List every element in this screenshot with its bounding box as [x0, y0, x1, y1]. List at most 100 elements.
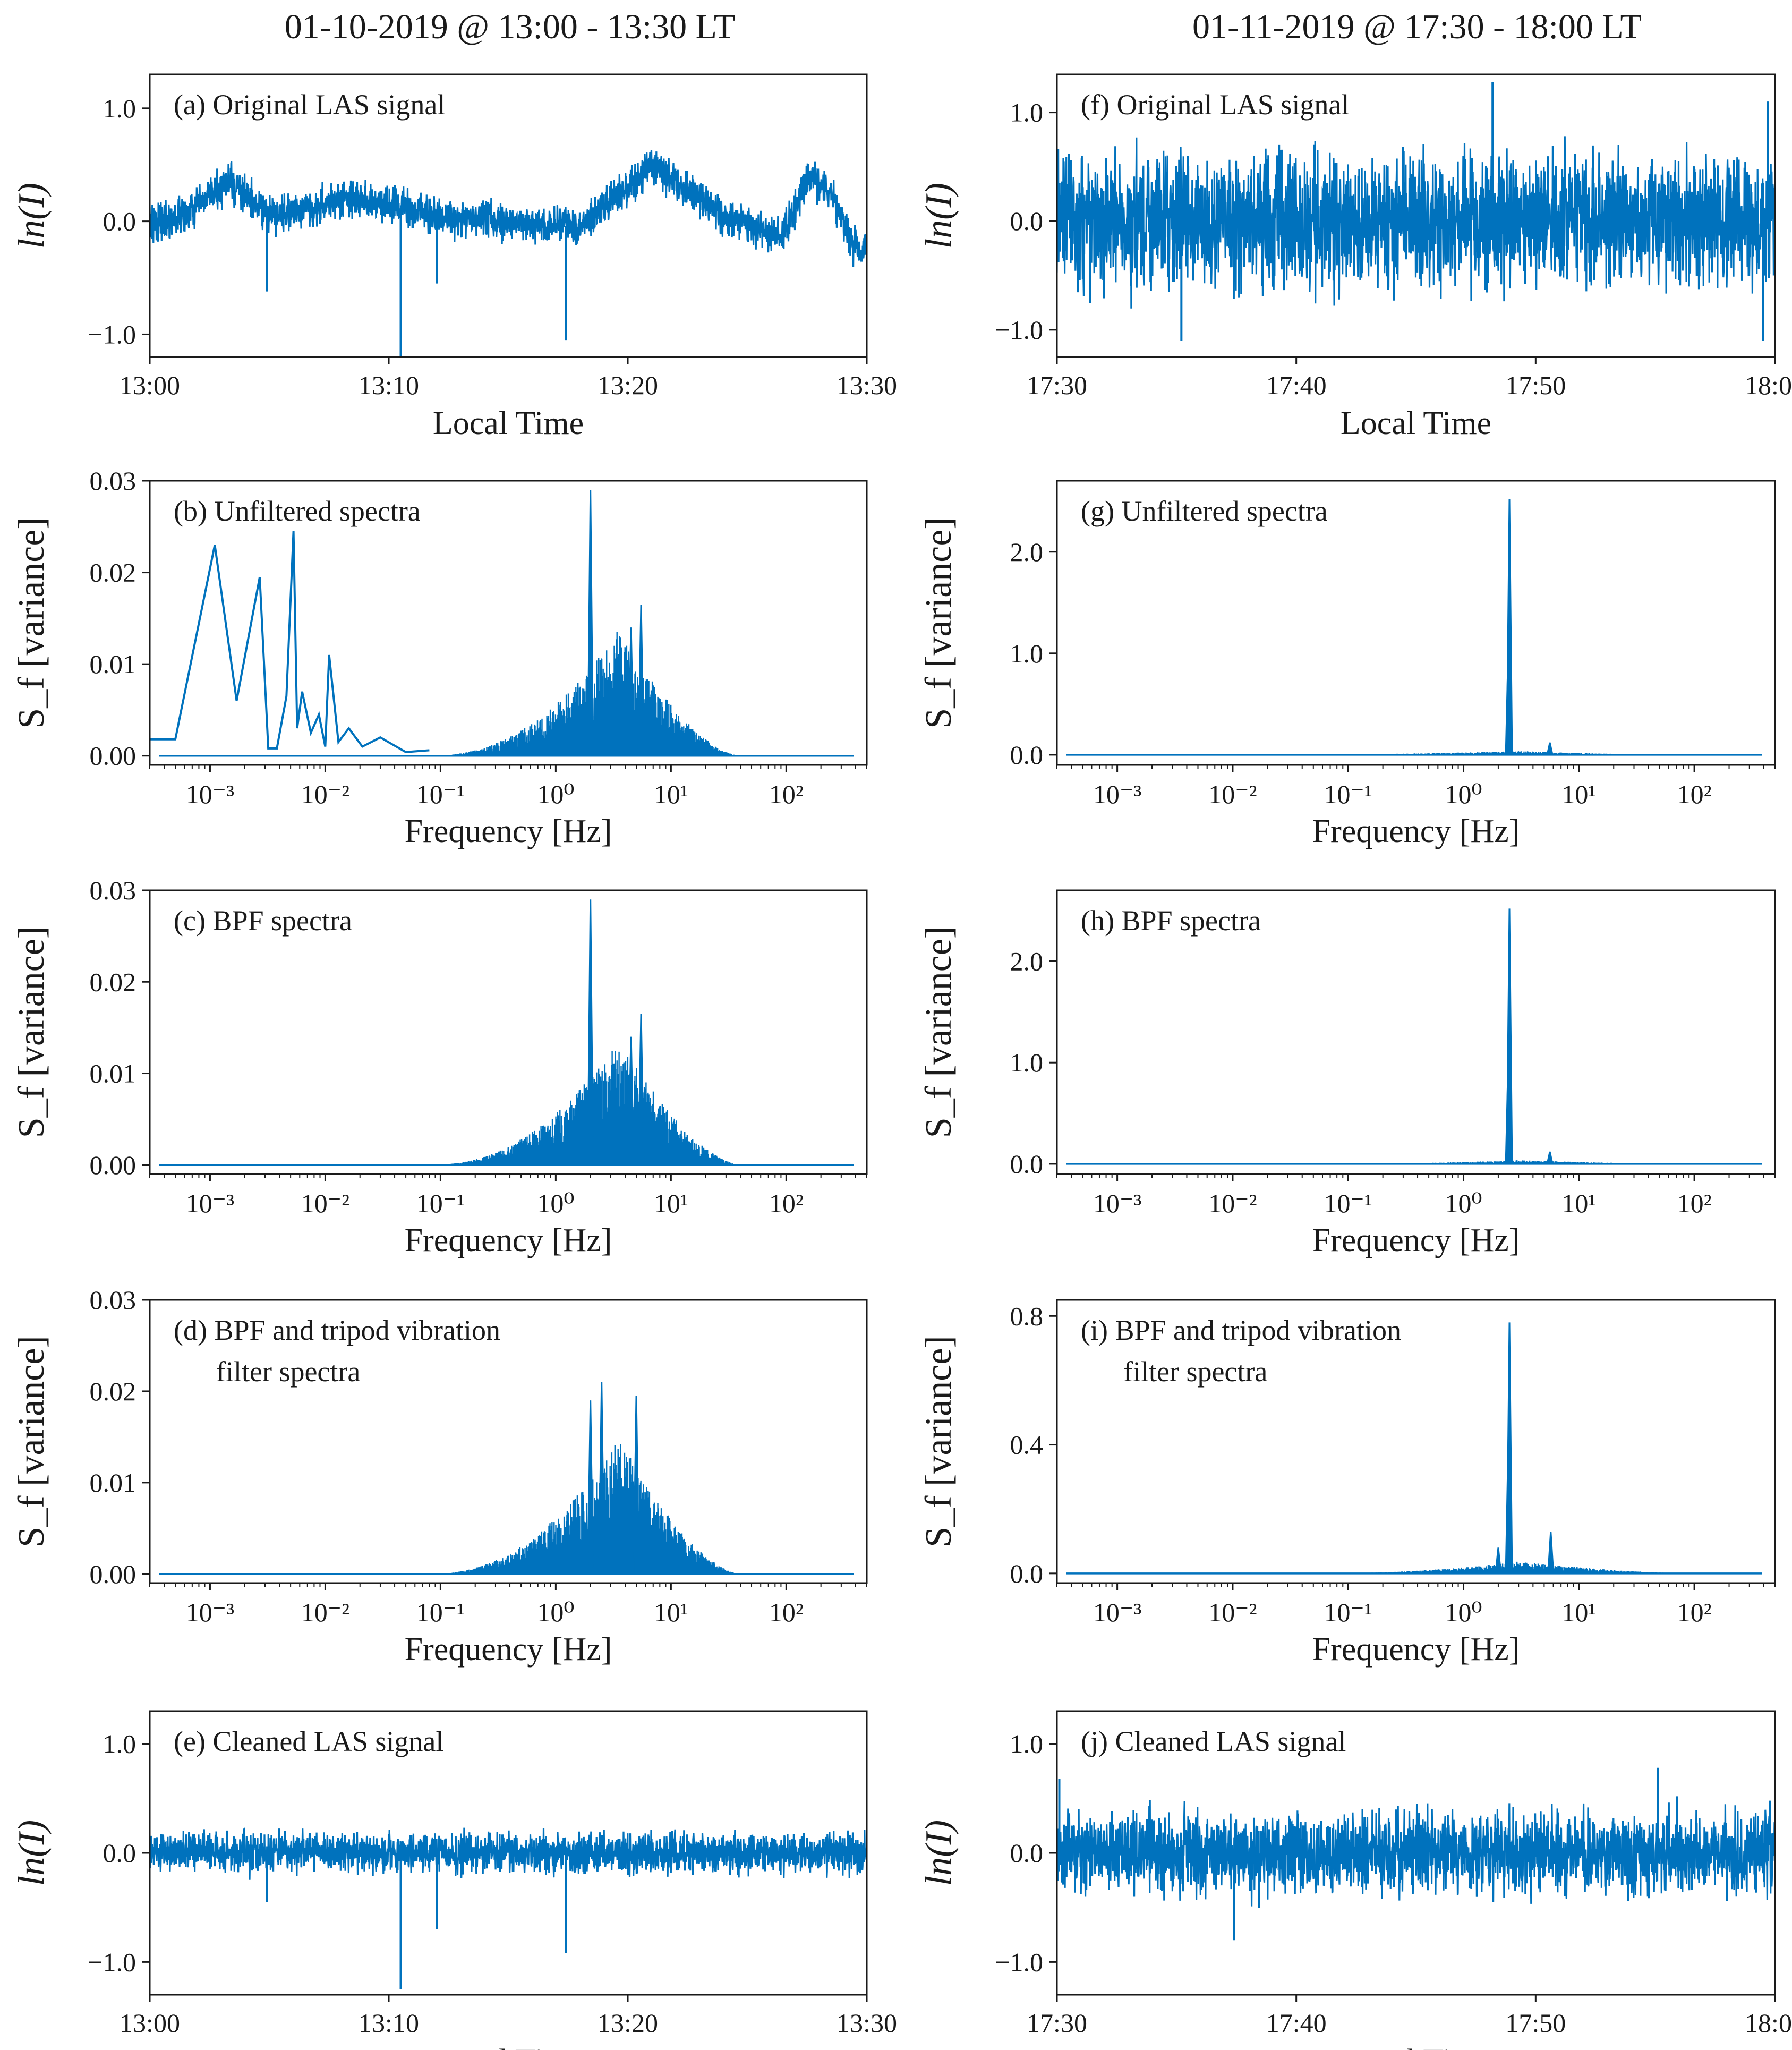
x-axis-label: Frequency [Hz]: [405, 1222, 612, 1258]
x-tick-label: 10¹: [1561, 1188, 1596, 1218]
y-axis-label: ln(I): [11, 1820, 52, 1886]
x-tick-label: 10⁻²: [301, 1597, 349, 1627]
panel-c: 0.00 0.01 0.02 0.03 10⁻³ 10⁻² 10⁻¹ 10⁰ 10¹ 10² Fre…: [11, 875, 868, 1258]
x-tick-label: 10⁻³: [1093, 1188, 1141, 1218]
y-tick-label: 2.0: [1010, 947, 1044, 976]
panel-label: filter spectra: [216, 1356, 360, 1388]
broadband-spectrum: [435, 632, 740, 756]
x-tick-label: 13:20: [598, 2008, 658, 2038]
spectral-peak-0: [598, 1382, 605, 1574]
x-tick-label: 17:40: [1266, 370, 1327, 400]
spectral-peak-2: [1546, 1151, 1554, 1164]
y-tick-label: 0.02: [90, 967, 136, 997]
plot-frame: [1056, 480, 1776, 766]
broadband-spectrum: [432, 1051, 740, 1165]
x-tick-label: 17:50: [1505, 370, 1566, 400]
plot-area: [1066, 1322, 1762, 1575]
panel-i: 0.0 0.4 0.8 10⁻³ 10⁻² 10⁻¹ 10⁰ 10¹ 10² Frequency …: [918, 1299, 1776, 1668]
plot-area: [1066, 908, 1762, 1165]
x-tick-label: 10¹: [654, 1597, 688, 1627]
panel-d: 0.00 0.01 0.02 0.03 10⁻³ 10⁻² 10⁻¹ 10⁰ 10¹ 10² Fre…: [11, 1285, 868, 1668]
panel-label: (a) Original LAS signal: [174, 89, 445, 121]
panel-label: (g) Unfiltered spectra: [1081, 495, 1328, 527]
panel-label: (j) Cleaned LAS signal: [1081, 1725, 1346, 1757]
broadband-spectrum: [1263, 751, 1684, 755]
x-axis-label: Local Time: [433, 405, 584, 441]
y-tick-label: −1.0: [995, 1947, 1043, 1977]
signal-series: [150, 150, 867, 267]
plot-area: [150, 490, 854, 757]
y-tick-label: 0.0: [1010, 1559, 1044, 1588]
panel-label: (i) BPF and tripod vibration: [1081, 1314, 1401, 1346]
low-frequency-series: [150, 531, 430, 753]
x-tick-label: 17:30: [1027, 370, 1087, 400]
panel-label: (c) BPF spectra: [174, 905, 352, 937]
plot-area: [150, 150, 867, 357]
y-tick-label: 2.0: [1010, 537, 1044, 567]
x-tick-label: 10¹: [1561, 1597, 1596, 1627]
y-tick-label: 0.0: [1010, 206, 1044, 236]
signal-series: [1057, 136, 1775, 309]
x-tick-label: 10⁻²: [1208, 1188, 1257, 1218]
x-tick-label: 10¹: [654, 1188, 688, 1218]
panel-label: filter spectra: [1123, 1356, 1267, 1388]
broadband-spectrum: [1330, 1561, 1689, 1573]
x-tick-label: 10⁻³: [186, 1188, 234, 1218]
x-tick-label: 10⁻¹: [416, 1188, 465, 1218]
spectral-peak-3: [1495, 1547, 1502, 1573]
y-tick-label: 0.03: [90, 1285, 136, 1315]
y-axis-label: S_f [variance]: [918, 926, 959, 1138]
x-tick-label: 10⁻¹: [1324, 1188, 1372, 1218]
panel-h: 0.0 1.0 2.0 10⁻³ 10⁻² 10⁻¹ 10⁰ 10¹ 10² Frequency …: [918, 889, 1776, 1258]
panel-a: 1.0 0.0 −1.0 13:00 13:10 13:20 13:30 Local Time…: [11, 73, 897, 441]
x-axis-label: Local Time: [433, 2043, 584, 2050]
x-axis-label: Frequency [Hz]: [1312, 1631, 1520, 1668]
panel-g: 0.0 1.0 2.0 10⁻³ 10⁻² 10⁻¹ 10⁰ 10¹ 10² Frequency …: [918, 480, 1776, 849]
x-tick-label: 10²: [769, 1597, 804, 1627]
x-tick-label: 10⁻¹: [416, 779, 465, 809]
panel-label: (h) BPF spectra: [1081, 905, 1261, 937]
y-tick-label: 1.0: [103, 1729, 136, 1759]
plot-frame: [1056, 1299, 1776, 1584]
spectral-peak-2: [1547, 1531, 1555, 1573]
broadband-spectrum: [1340, 1160, 1684, 1164]
x-tick-label: 13:20: [598, 370, 658, 400]
x-tick-label: 13:00: [120, 370, 180, 400]
y-axis-label: ln(I): [11, 183, 52, 249]
y-tick-label: −1.0: [88, 1947, 136, 1977]
x-tick-label: 18:00: [1745, 2008, 1792, 2038]
x-tick-label: 17:30: [1027, 2008, 1087, 2038]
spectral-peak-1: [1505, 1052, 1512, 1164]
x-tick-label: 10⁰: [537, 779, 574, 809]
x-tick-label: 10²: [1677, 1597, 1712, 1627]
column-header-left: 01-10-2019 @ 13:00 - 13:30 LT: [285, 7, 735, 46]
x-tick-label: 10²: [769, 1188, 804, 1218]
y-tick-label: 1.0: [1010, 1048, 1044, 1077]
panels: 1.0 0.0 −1.0 13:00 13:10 13:20 13:30 Local Time…: [11, 73, 1792, 2050]
y-tick-label: 0.0: [103, 207, 136, 236]
panel-f: 1.0 0.0 −1.0 17:30 17:40 17:50 18:00 Local Time…: [918, 73, 1792, 441]
plot-frame: [1056, 73, 1776, 358]
y-tick-label: 0.03: [90, 875, 136, 905]
spectral-peak-1: [637, 1014, 645, 1165]
y-tick-label: −1.0: [88, 319, 136, 349]
plot-frame: [1056, 889, 1776, 1175]
y-axis-label: ln(I): [918, 1820, 959, 1886]
x-tick-label: 13:30: [837, 370, 897, 400]
spectral-peak-2: [1546, 742, 1554, 755]
y-tick-label: −1.0: [995, 315, 1043, 345]
x-tick-label: 10²: [1677, 1188, 1712, 1218]
y-axis-label: S_f [variance]: [11, 1336, 52, 1547]
y-tick-label: 0.0: [1010, 740, 1044, 770]
y-tick-label: 0.8: [1010, 1301, 1044, 1331]
x-tick-label: 17:40: [1266, 2008, 1327, 2038]
x-tick-label: 10⁰: [1445, 1597, 1482, 1627]
y-tick-label: 1.0: [103, 93, 136, 123]
x-tick-label: 10¹: [1561, 779, 1596, 809]
y-tick-label: 0.0: [1010, 1149, 1044, 1179]
x-tick-label: 10⁰: [1445, 779, 1482, 809]
x-tick-label: 13:10: [359, 2008, 419, 2038]
panel-label: (e) Cleaned LAS signal: [174, 1725, 443, 1757]
column-header-right: 01-11-2019 @ 17:30 - 18:00 LT: [1192, 7, 1642, 46]
x-axis-label: Frequency [Hz]: [1312, 1222, 1520, 1258]
